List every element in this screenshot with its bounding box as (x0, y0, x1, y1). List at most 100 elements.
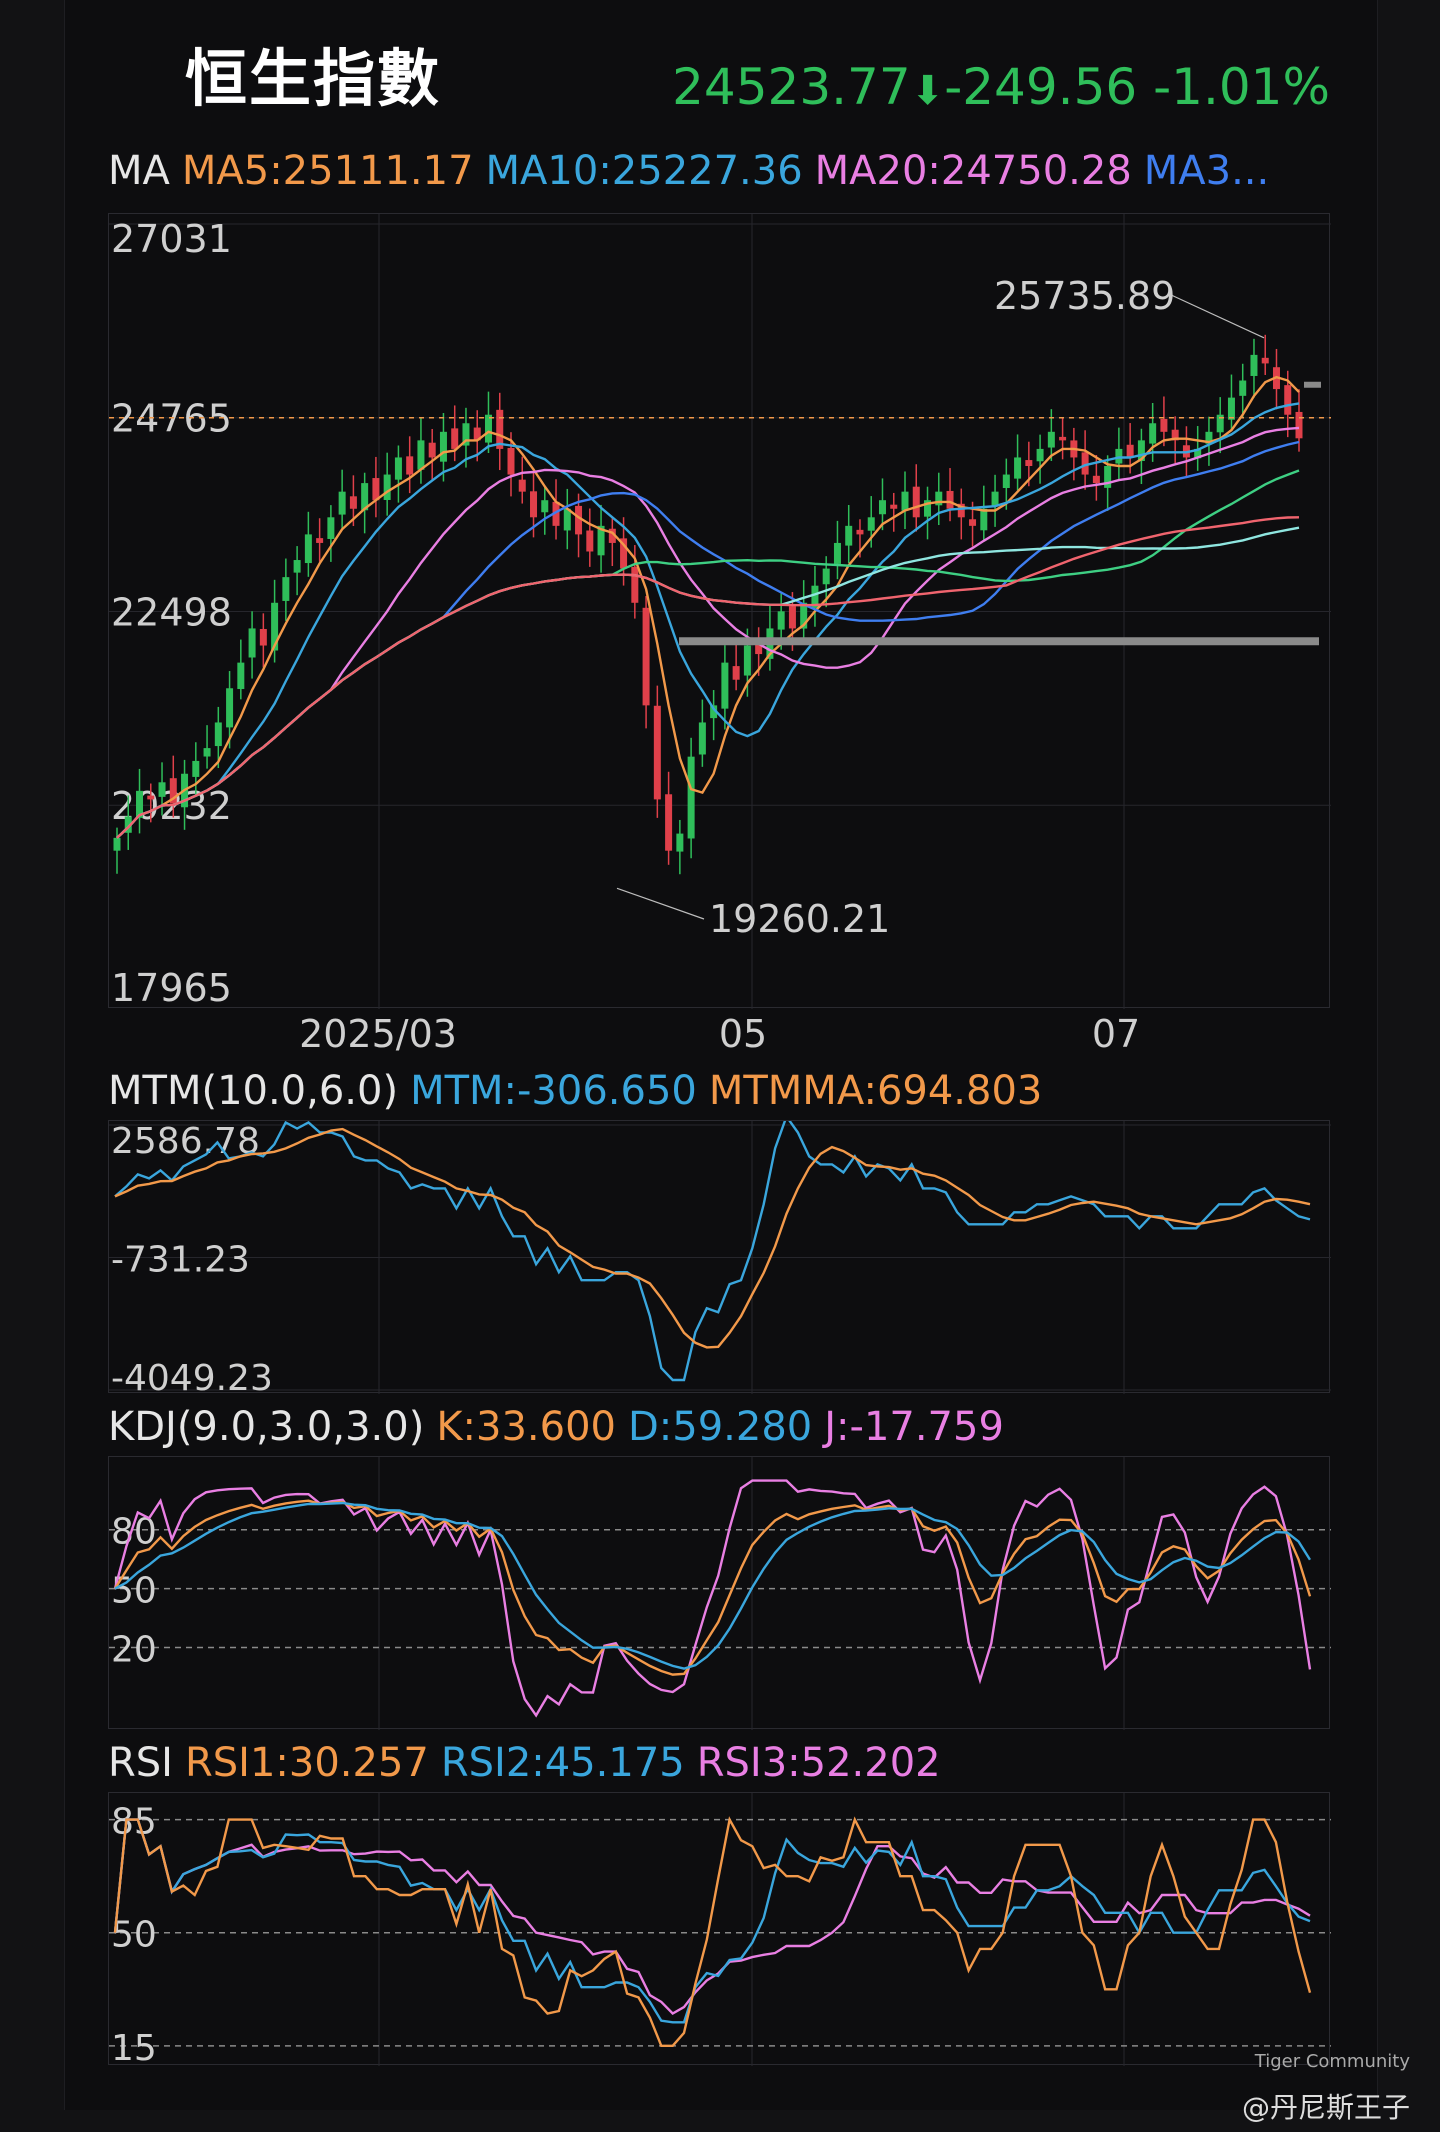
price-panel[interactable]: 27031 24765 22498 20232 17965 25735.89 19260.2… (108, 213, 1331, 1010)
last-price: 24523.77 (672, 58, 911, 116)
candle-body (1149, 423, 1157, 444)
d-line (114, 1501, 1312, 1670)
rsi-label: RSI (108, 1740, 173, 1786)
kdj-panel[interactable]: 80 50 20 (108, 1456, 1331, 1730)
candle-body (169, 778, 177, 804)
candle-body (237, 662, 245, 690)
ma250-line (116, 516, 1300, 839)
candle-body (890, 504, 898, 509)
rsi1-value: RSI1:30.257 (184, 1740, 429, 1786)
candle-body (372, 478, 380, 501)
candle-body (203, 748, 211, 757)
y-tick-label: 27031 (111, 217, 232, 261)
ma10-line (116, 402, 1300, 839)
rsi-panel[interactable]: 85 50 15 (108, 1792, 1331, 2069)
candle-body (1047, 431, 1055, 448)
candle-body (912, 486, 920, 518)
mtm-chart[interactable]: 2586.78 -731.23 -4049.23 (109, 1113, 1331, 1399)
kdj-legend: KDJ(9.0,3.0,3.0) K:33.600 D:59.280 J:-17.75… (108, 1404, 1016, 1450)
candle-body (721, 662, 729, 709)
candle-body (800, 602, 808, 629)
candle-body (248, 628, 256, 658)
candle-body (642, 607, 650, 706)
rsi3-line (113, 1818, 1311, 2015)
candle-body (811, 585, 819, 608)
candle-body (631, 566, 639, 603)
candle-body (856, 529, 864, 535)
candle-body (428, 442, 436, 458)
price-quote: 24523.77⬇-249.56 -1.01% (672, 58, 1330, 116)
price-change: -249.56 (944, 58, 1138, 116)
price-change-pct: -1.01% (1153, 58, 1330, 116)
candle-body (1284, 385, 1292, 415)
x-tick-label: 2025/03 (299, 1012, 457, 1056)
candle-body (845, 525, 853, 546)
candle-body (620, 538, 628, 569)
d-value: D:59.280 (627, 1404, 813, 1450)
candle-body (462, 423, 470, 446)
candle-body (867, 517, 875, 531)
y-tick-label: 85 (111, 1802, 157, 1843)
ma20-line (116, 426, 1300, 839)
y-tick-label: 20 (111, 1629, 157, 1670)
candle-body (496, 409, 504, 449)
candle-body (732, 666, 740, 680)
candle-body (878, 500, 886, 515)
low-annotation-leader (616, 887, 705, 920)
candle-body (316, 538, 324, 543)
down-arrow-icon: ⬇ (910, 68, 945, 114)
candle-body (563, 508, 571, 531)
y-tick-label: 15 (111, 2028, 157, 2066)
candle-body (957, 503, 965, 518)
candle-body (361, 483, 369, 511)
candle-body (901, 491, 909, 511)
rsi3-value: RSI3:52.202 (696, 1740, 941, 1786)
candle-body (575, 505, 583, 535)
candle-body (293, 560, 301, 573)
ma120-line (116, 526, 1300, 839)
candle-body (788, 606, 796, 629)
candle-body (1137, 440, 1145, 461)
ma30-value: MA3... (1143, 148, 1270, 194)
mtm-line (114, 1113, 1311, 1382)
x-tick-label: 05 (719, 1012, 767, 1056)
candle-body (439, 431, 447, 462)
candle-body (991, 491, 999, 506)
candle-body (698, 722, 706, 755)
candle-body (1239, 380, 1247, 396)
candle-body (147, 795, 155, 800)
candle-body (597, 525, 605, 556)
y-tick-label: 24765 (111, 397, 232, 441)
rsi-chart[interactable]: 85 50 15 (109, 1793, 1331, 2069)
candle-body (1261, 357, 1269, 364)
candle-body (935, 491, 943, 506)
j-line (113, 1479, 1312, 1718)
mtm-panel[interactable]: 2586.78 -731.23 -4049.23 (108, 1113, 1331, 1399)
candle-body (1115, 448, 1123, 464)
ma20-value: MA20:24750.28 (814, 148, 1132, 194)
candle-body (541, 500, 549, 513)
candle-body (1081, 452, 1089, 475)
candle-body (282, 577, 290, 601)
chart-frame (64, 0, 1378, 2110)
candle-body (710, 705, 718, 719)
candle-body (406, 456, 414, 475)
candle-body (383, 474, 391, 500)
ma5-value: MA5:25111.17 (181, 148, 474, 194)
index-title: 恒生指數 (185, 42, 442, 115)
y-tick-label: 50 (111, 1915, 157, 1956)
author-watermark: @丹尼斯王子 (1241, 2091, 1410, 2124)
candle-body (484, 414, 492, 443)
candle-body (214, 722, 222, 747)
candlestick-chart[interactable]: 270312476522498202321796525735.8919260.2… (109, 214, 1331, 1010)
candle-body (1126, 444, 1134, 458)
candle-body (676, 833, 684, 852)
j-value: J:-17.759 (824, 1404, 1004, 1450)
candle-body (1194, 448, 1202, 459)
candle-body (665, 794, 673, 851)
candle-body (158, 782, 166, 797)
candle-body (1036, 448, 1044, 462)
mtmma-line (114, 1127, 1311, 1349)
candle-body (1171, 429, 1179, 441)
